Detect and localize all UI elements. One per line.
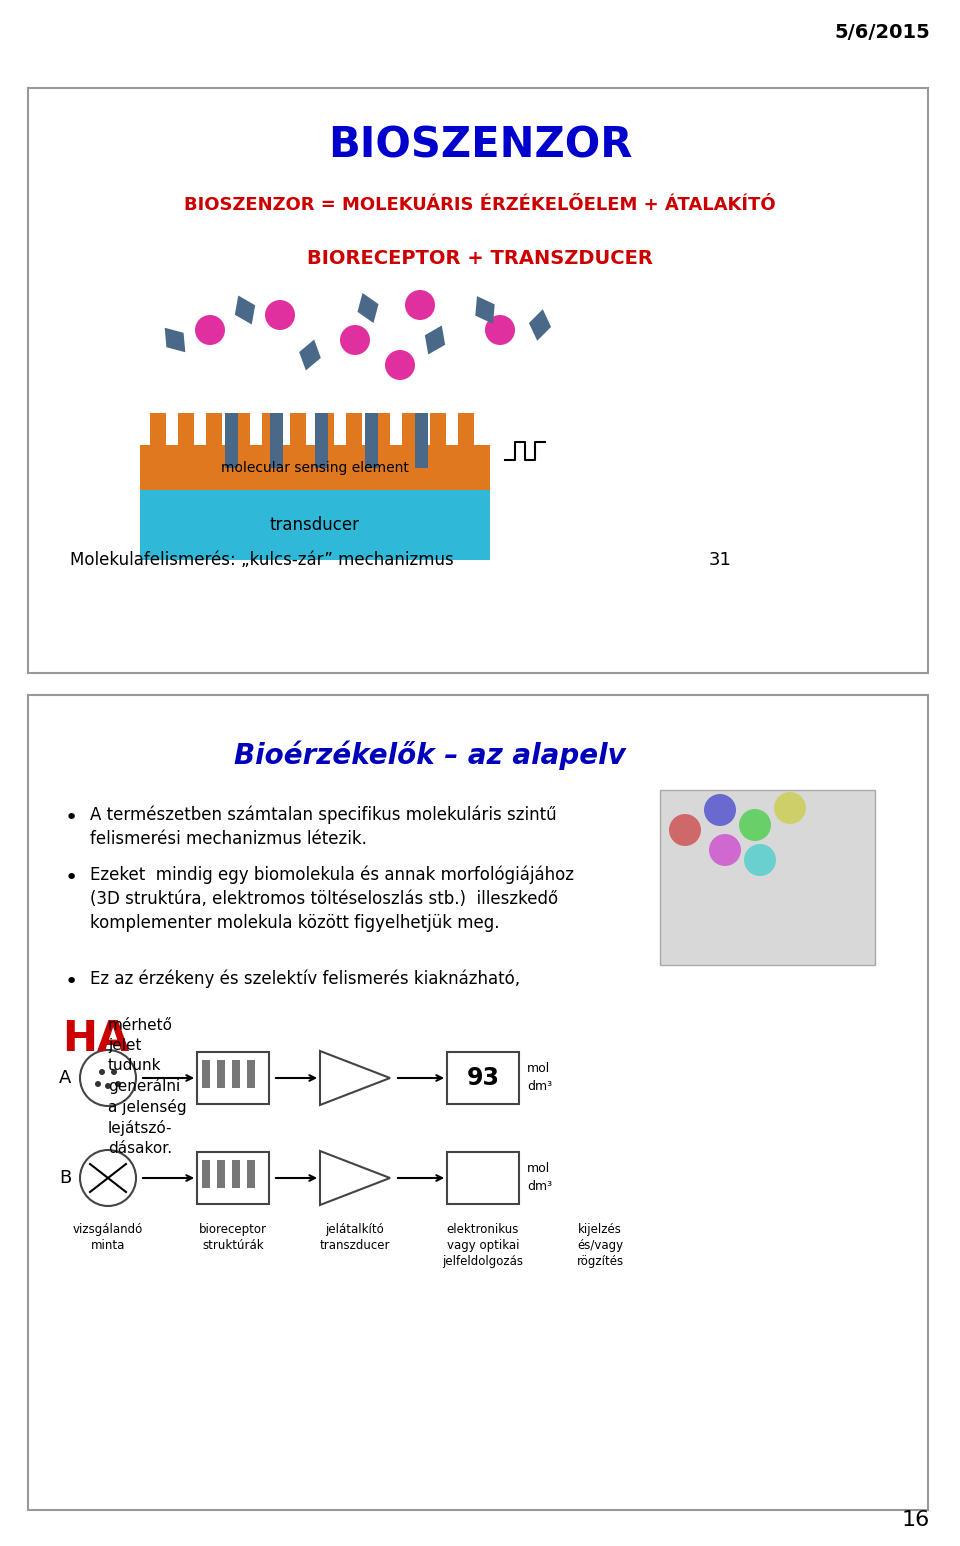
Circle shape	[739, 809, 771, 841]
Bar	[247, 1061, 255, 1088]
Bar	[247, 1160, 255, 1187]
Bar	[234, 413, 250, 445]
Text: Bioérzékelők – az alapelv: Bioérzékelők – az alapelv	[234, 741, 626, 770]
Text: elektronikus
vagy optikai
jelfeldolgozás: elektronikus vagy optikai jelfeldolgozás	[443, 1223, 523, 1268]
Text: 16: 16	[901, 1510, 930, 1531]
Text: •: •	[65, 867, 79, 887]
Bar	[415, 413, 428, 468]
Circle shape	[115, 1081, 121, 1087]
Bar	[202, 1160, 210, 1187]
Bar	[374, 413, 390, 445]
Circle shape	[774, 792, 806, 824]
Text: BIOSZENZOR = MOLEKUÁRIS ÉRZÉKELŐELEM + ÁTALAKÍTÓ: BIOSZENZOR = MOLEKUÁRIS ÉRZÉKELŐELEM + Á…	[184, 196, 776, 213]
Text: kijelzés
és/vagy
rögzítés: kijelzés és/vagy rögzítés	[576, 1223, 624, 1268]
Bar	[262, 413, 278, 445]
Bar	[346, 413, 362, 445]
Text: mol: mol	[527, 1062, 550, 1074]
Bar	[217, 1061, 225, 1088]
Text: mérhető
jelet
tudunk
generálni
a jelenség
lejátszó-
dásakor.: mérhető jelet tudunk generálni a jelensé…	[108, 1017, 186, 1156]
Polygon shape	[425, 326, 445, 354]
Bar	[232, 1061, 240, 1088]
Bar	[318, 413, 334, 445]
Text: A: A	[59, 1068, 71, 1087]
Text: Molekulafelismerés: „kulcs-zár” mechanizmus: Molekulafelismerés: „kulcs-zár” mechaniz…	[70, 550, 454, 569]
Polygon shape	[475, 297, 494, 323]
Text: mol: mol	[527, 1161, 550, 1175]
Polygon shape	[300, 340, 321, 371]
Circle shape	[99, 1068, 105, 1074]
Text: Ez az érzékeny és szelektív felismerés kiaknázható,: Ez az érzékeny és szelektív felismerés k…	[90, 969, 520, 988]
Bar	[202, 1061, 210, 1088]
Text: molecular sensing element: molecular sensing element	[221, 461, 409, 475]
Circle shape	[709, 833, 741, 866]
Text: BIOSZENZOR: BIOSZENZOR	[327, 124, 633, 165]
Text: dm³: dm³	[527, 1180, 552, 1192]
Bar	[150, 413, 166, 445]
Text: transducer: transducer	[270, 516, 360, 533]
Bar	[206, 413, 222, 445]
Text: •: •	[65, 972, 79, 993]
Text: B: B	[59, 1169, 71, 1187]
Circle shape	[265, 300, 295, 329]
Circle shape	[704, 795, 736, 826]
Circle shape	[485, 315, 515, 345]
Text: dm³: dm³	[527, 1079, 552, 1093]
Bar	[197, 1051, 269, 1104]
Text: HA: HA	[62, 1017, 130, 1061]
Bar	[232, 1160, 240, 1187]
Polygon shape	[320, 1051, 390, 1105]
Polygon shape	[529, 309, 551, 340]
Text: bioreceptor
struktúrák: bioreceptor struktúrák	[199, 1223, 267, 1252]
Bar	[315, 413, 328, 468]
Circle shape	[405, 291, 435, 320]
Text: Ezeket  mindig egy biomolekula és annak morfológiájához
(3D struktúra, elektromo: Ezeket mindig egy biomolekula és annak m…	[90, 866, 574, 932]
Circle shape	[111, 1068, 117, 1074]
Bar	[197, 1152, 269, 1204]
Bar	[140, 445, 490, 490]
Circle shape	[80, 1150, 136, 1206]
Polygon shape	[357, 292, 378, 323]
Bar	[217, 1160, 225, 1187]
Bar	[28, 696, 928, 1510]
Polygon shape	[165, 328, 185, 352]
Bar	[28, 88, 928, 673]
Text: 93: 93	[467, 1067, 499, 1090]
Circle shape	[385, 349, 415, 380]
Circle shape	[80, 1050, 136, 1105]
Bar	[447, 1051, 519, 1104]
Bar	[290, 413, 306, 445]
Circle shape	[340, 325, 370, 356]
Circle shape	[744, 844, 776, 877]
Text: A természetben számtalan specifikus molekuláris szintű
felismerési mechanizmus l: A természetben számtalan specifikus mole…	[90, 805, 557, 849]
Bar	[365, 413, 378, 468]
Text: 5/6/2015: 5/6/2015	[834, 23, 930, 42]
Bar	[225, 413, 238, 468]
Bar	[140, 490, 490, 560]
Polygon shape	[235, 295, 255, 325]
Text: BIORECEPTOR + TRANSZDUCER: BIORECEPTOR + TRANSZDUCER	[307, 249, 653, 267]
Bar	[178, 413, 194, 445]
Bar	[270, 413, 283, 468]
Bar	[447, 1152, 519, 1204]
Bar	[660, 790, 875, 965]
Text: •: •	[65, 809, 79, 829]
Circle shape	[195, 315, 225, 345]
Bar	[458, 413, 474, 445]
Text: 31: 31	[708, 550, 732, 569]
Text: vizsgálandó
minta: vizsgálandó minta	[73, 1223, 143, 1252]
Bar	[430, 413, 446, 445]
Polygon shape	[320, 1152, 390, 1204]
Text: jelátalkító
transzducer: jelátalkító transzducer	[320, 1223, 391, 1252]
Circle shape	[669, 815, 701, 846]
Circle shape	[95, 1081, 101, 1087]
Bar	[402, 413, 418, 445]
Circle shape	[105, 1084, 111, 1088]
